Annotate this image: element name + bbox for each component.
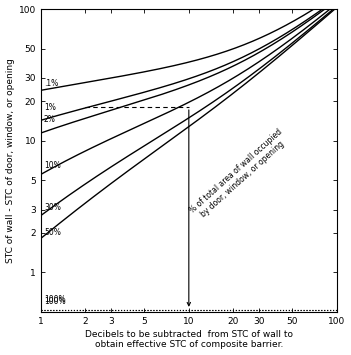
Text: 2%: 2%: [44, 115, 56, 124]
Text: 10%: 10%: [44, 161, 61, 170]
X-axis label: Decibels to be subtracted  from STC of wall to
obtain effective STC of composite: Decibels to be subtracted from STC of wa…: [85, 330, 293, 349]
Text: 100%: 100%: [44, 295, 66, 304]
Text: 100%: 100%: [44, 297, 66, 306]
Text: % of total area of wall occupied
by door, window, or opening: % of total area of wall occupied by door…: [188, 127, 291, 223]
Text: .1%: .1%: [44, 80, 58, 88]
Text: 50%: 50%: [44, 228, 61, 237]
Text: 30%: 30%: [44, 203, 61, 212]
Y-axis label: STC of wall - STC of door, window, or opening: STC of wall - STC of door, window, or op…: [6, 58, 14, 263]
Text: 1%: 1%: [44, 103, 56, 111]
